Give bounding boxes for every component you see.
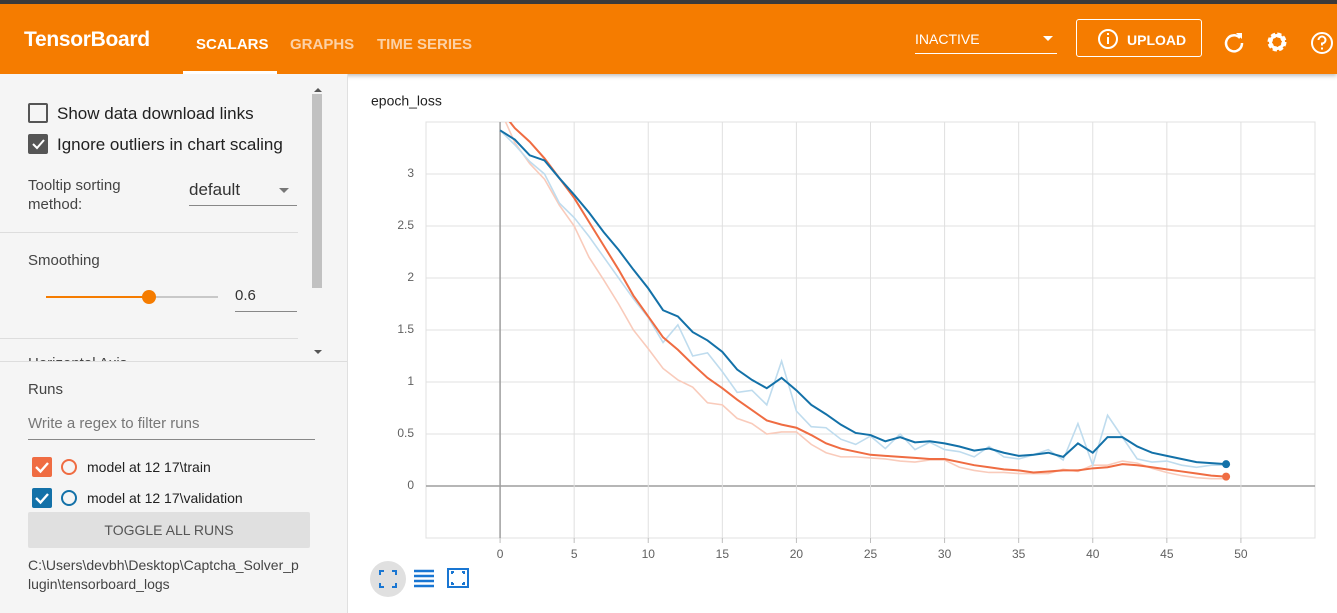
tooltip-value: default xyxy=(189,180,241,199)
y-tick-label: 3 xyxy=(407,166,414,180)
reload-icon[interactable] xyxy=(1222,30,1246,54)
status-select[interactable]: INACTIVE xyxy=(915,31,1057,54)
scroll-up[interactable] xyxy=(314,88,322,92)
smoothing-slider[interactable] xyxy=(46,290,218,304)
x-tick-label: 15 xyxy=(716,547,730,561)
end-point xyxy=(1222,472,1231,481)
fit-domain-icon[interactable] xyxy=(447,568,469,588)
x-tick-label: 35 xyxy=(1012,547,1026,561)
y-tick-label: 1 xyxy=(407,374,414,388)
option-label: Show data download links xyxy=(57,104,254,123)
x-tick-label: 40 xyxy=(1086,547,1100,561)
dropdown-arrow xyxy=(279,188,289,198)
log-dir: C:\Users\devbh\Desktop\Captcha_Solver_pl… xyxy=(28,557,299,592)
run-name: model at 12 17\train xyxy=(87,459,211,475)
run-filter[interactable]: Write a regex to filter runs xyxy=(28,415,315,440)
horizontal-axis-label: Horizontal Axis xyxy=(28,355,127,361)
x-tick-label: 45 xyxy=(1160,547,1174,561)
filter-placeholder: Write a regex to filter runs xyxy=(28,415,200,432)
check-mark xyxy=(32,139,45,150)
series-line xyxy=(508,122,1227,478)
tooltip-select[interactable]: default xyxy=(189,180,297,206)
run-color xyxy=(61,490,77,506)
tab[interactable]: GRAPHS xyxy=(290,36,355,53)
status: INACTIVE xyxy=(915,31,980,47)
top-bar: TensorBoard SCALARS GRAPHS TIME SERIES I… xyxy=(0,0,1337,74)
smoothing-label: Smoothing xyxy=(28,252,100,269)
runs-title: Runs xyxy=(28,381,64,398)
dropdown-arrow xyxy=(1043,36,1053,46)
scrollbar-thumb[interactable] xyxy=(312,94,322,288)
checkbox-checked[interactable] xyxy=(28,134,48,154)
settings-panel: Show data download links Ignore outliers… xyxy=(0,74,326,361)
icon-bg xyxy=(370,561,406,597)
toggle-runs-button[interactable]: TOGGLE ALL RUNS xyxy=(28,512,310,548)
y-tick-label: 2.5 xyxy=(397,218,414,232)
x-tick-label: 20 xyxy=(790,547,804,561)
x-tick-label: 25 xyxy=(864,547,878,561)
log-scale-icon[interactable] xyxy=(414,569,434,588)
check-mark xyxy=(35,493,49,505)
tooltip-label: Tooltip sorting method: xyxy=(28,177,121,213)
sidebar: Show data download links Ignore outliers… xyxy=(0,74,348,613)
tab[interactable]: TIME SERIES xyxy=(377,36,473,53)
series-line xyxy=(499,129,1227,469)
plot-area xyxy=(499,122,1227,480)
smoothing-input[interactable]: 0.6 xyxy=(235,287,297,312)
help-icon[interactable] xyxy=(1309,30,1335,56)
slider-track-active xyxy=(46,296,150,298)
divider xyxy=(0,232,298,233)
y-tick-label: 0.5 xyxy=(397,426,414,440)
app-title: TensorBoard xyxy=(24,28,150,51)
y-tick-label: 2 xyxy=(407,270,414,284)
smoothing-value: 0.6 xyxy=(235,287,256,304)
x-tick-label: 0 xyxy=(497,547,504,561)
tab-indicator xyxy=(183,71,277,74)
tab[interactable]: SCALARS xyxy=(196,36,269,53)
chart: epoch_loss 00.511.522.530 5 10 15 20 25 30 35 40… xyxy=(370,93,1316,597)
x-tick-label: 50 xyxy=(1234,547,1248,561)
end-point xyxy=(1222,460,1231,469)
run-checkbox[interactable] xyxy=(32,488,52,508)
run-name: model at 12 17\validation xyxy=(87,490,243,506)
series-line xyxy=(504,122,1227,480)
chart-title: epoch_loss xyxy=(371,93,442,109)
fullscreen-icon[interactable] xyxy=(379,570,397,588)
y-tick-label: 0 xyxy=(407,478,414,492)
check-mark xyxy=(35,462,49,474)
scroll-down[interactable] xyxy=(314,350,322,354)
upload-label: UPLOAD xyxy=(1127,32,1187,48)
divider xyxy=(0,338,298,339)
run-row[interactable]: model at 12 17\train xyxy=(0,454,347,484)
run-row[interactable]: model at 12 17\validation xyxy=(0,485,347,515)
x-tick-label: 5 xyxy=(571,547,578,561)
checkbox[interactable] xyxy=(28,103,48,123)
settings-icon[interactable] xyxy=(1265,30,1289,54)
series-line xyxy=(499,129,1227,466)
run-color xyxy=(61,459,77,475)
info-icon xyxy=(1098,29,1118,49)
option-label: Ignore outliers in chart scaling xyxy=(57,135,283,154)
x-tick-label: 30 xyxy=(938,547,952,561)
upload-button[interactable]: UPLOAD xyxy=(1076,19,1202,57)
divider xyxy=(0,361,347,362)
run-checkbox[interactable] xyxy=(32,457,52,477)
toggle-label: TOGGLE ALL RUNS xyxy=(104,522,234,538)
x-tick-label: 10 xyxy=(642,547,656,561)
slider-thumb[interactable] xyxy=(142,290,157,304)
y-tick-label: 1.5 xyxy=(397,322,414,336)
